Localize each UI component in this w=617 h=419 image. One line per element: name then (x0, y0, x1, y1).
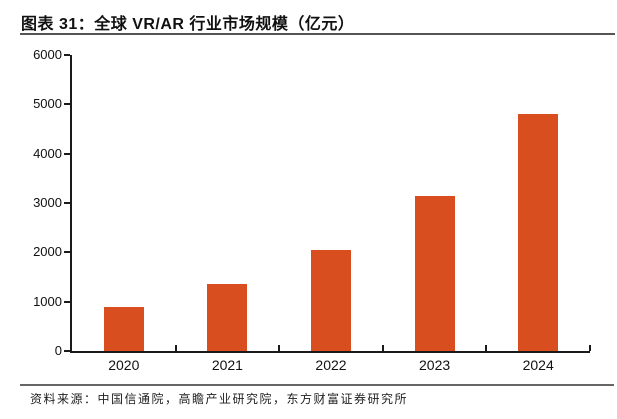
bar-2020 (103, 306, 144, 351)
y-tick (64, 152, 70, 155)
plot-area (70, 55, 590, 353)
y-tick-label: 0 (54, 343, 62, 358)
bar-2023 (414, 195, 455, 351)
x-tick-label: 2024 (522, 357, 554, 373)
y-tick-label: 2000 (33, 244, 62, 260)
x-tick-label: 2021 (211, 357, 243, 373)
figure-title: 图表 31：全球 VR/AR 行业市场规模（亿元） (21, 16, 355, 33)
bar-2022 (311, 249, 351, 351)
y-tick (64, 350, 70, 352)
x-tick-label: 2020 (108, 357, 140, 373)
footer-divider (20, 384, 614, 386)
x-tick (485, 345, 488, 351)
y-tick-label: 5000 (33, 96, 62, 112)
y-tick (64, 202, 70, 204)
y-tick (64, 54, 70, 56)
x-tick (278, 345, 281, 351)
x-tick-label: 2023 (419, 357, 451, 373)
y-tick (64, 103, 70, 106)
x-tick (174, 345, 177, 351)
x-tick-label: 2022 (315, 357, 347, 373)
source-note: 资料来源：中国信通院，高瞻产业研究院，东方财富证券研究所 (30, 392, 409, 406)
x-tick (381, 345, 384, 351)
title-divider (20, 33, 615, 35)
y-tick-label: 6000 (33, 47, 62, 62)
bar-2021 (207, 284, 248, 351)
bar-2024 (518, 114, 559, 351)
y-tick-label: 4000 (33, 145, 62, 161)
y-tick (64, 251, 70, 254)
y-tick (64, 300, 70, 303)
y-tick-label: 3000 (33, 195, 62, 210)
y-tick-label: 1000 (33, 293, 62, 309)
x-tick (589, 345, 591, 351)
